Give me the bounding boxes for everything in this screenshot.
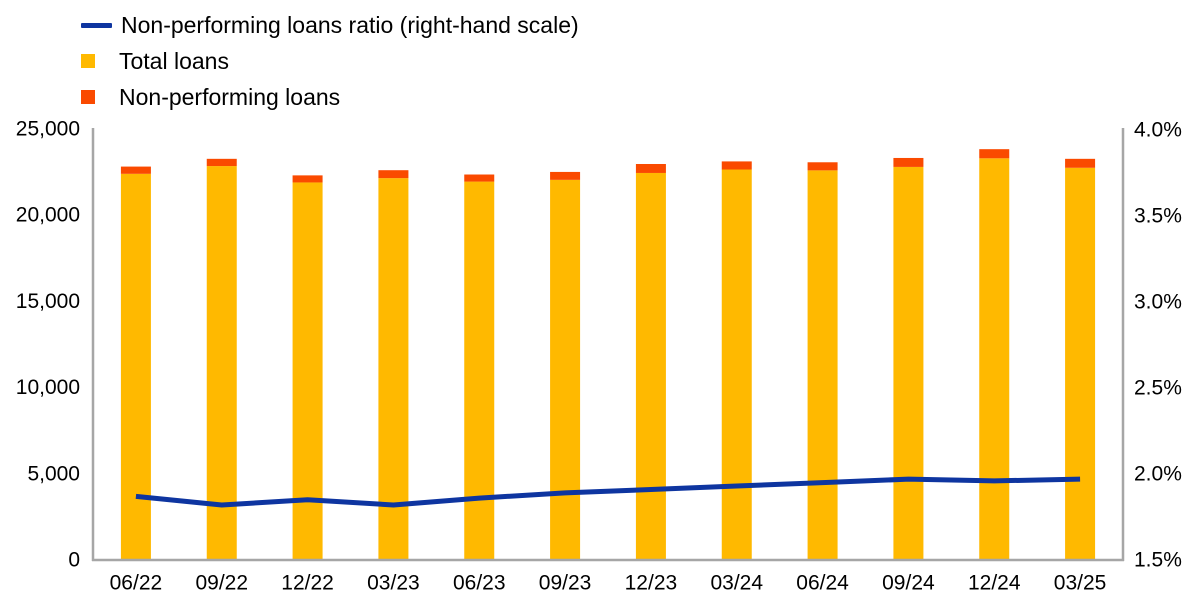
- total-loans-bar: [721, 169, 752, 560]
- total-loans-bar: [893, 166, 924, 561]
- x-axis-tick-label: 06/23: [453, 572, 506, 595]
- x-axis-tick-label: 09/22: [195, 572, 248, 595]
- y-axis-right-tick-label: 1.5%: [1134, 549, 1182, 572]
- y-axis-right-tick-label: 2.0%: [1134, 463, 1182, 486]
- y-axis-right-tick-label: 2.5%: [1134, 377, 1182, 400]
- y-axis-left-tick-label: 20,000: [16, 204, 80, 227]
- legend-item-non-performing-loans: Non-performing loans: [81, 84, 579, 110]
- total-loans-bar: [120, 173, 151, 560]
- npl-ratio-line-swatch-icon: [81, 22, 112, 28]
- y-axis-left-tick-label: 15,000: [16, 290, 80, 313]
- non-performing-loans-bar: [979, 149, 1010, 159]
- non-performing-loans-bar: [378, 170, 409, 179]
- x-axis-tick-label: 03/24: [710, 572, 763, 595]
- x-axis-tick-label: 12/22: [281, 572, 334, 595]
- non-performing-loans-bar: [206, 158, 237, 167]
- total-loans-bar: [464, 181, 495, 560]
- x-axis-tick-label: 03/23: [367, 572, 420, 595]
- non-performing-loans-bar: [893, 157, 924, 167]
- total-loans-bar: [979, 158, 1010, 561]
- non-performing-loans-bar: [120, 166, 151, 174]
- total-loans-bar: [292, 182, 323, 560]
- x-axis-tick-label: 12/24: [968, 572, 1021, 595]
- total-loans-bar: [378, 178, 409, 560]
- non-performing-loans-bar: [464, 174, 495, 182]
- y-axis-left-tick-label: 0: [68, 549, 80, 572]
- x-axis-tick-label: 09/23: [539, 572, 592, 595]
- x-axis-tick-label: 06/22: [110, 572, 163, 595]
- npl-ratio-line: [135, 476, 1081, 508]
- total-loans-swatch-icon: [81, 54, 95, 68]
- total-loans-bar: [550, 179, 581, 560]
- legend-item-total-loans: Total loans: [81, 48, 579, 74]
- non-performing-loans-bar: [550, 171, 581, 180]
- legend-label-total-loans: Total loans: [119, 47, 229, 74]
- y-axis-right-tick-label: 3.5%: [1134, 205, 1182, 228]
- y-axis-left-tick-label: 25,000: [16, 118, 80, 141]
- legend-label-non-performing-loans: Non-performing loans: [119, 83, 341, 110]
- non-performing-loans-bar: [1065, 158, 1096, 168]
- non-performing-loans-bar: [721, 161, 752, 170]
- x-axis-tick-label: 06/24: [796, 572, 849, 595]
- y-axis-left-tick-label: 5,000: [27, 462, 80, 485]
- x-axis-tick-label: 12/23: [625, 572, 678, 595]
- total-loans-bar: [206, 166, 237, 561]
- total-loans-bar: [1065, 167, 1096, 561]
- chart-legend: Non-performing loans ratio (right-hand s…: [81, 12, 579, 120]
- total-loans-bar: [635, 172, 666, 560]
- total-loans-bar: [807, 170, 838, 560]
- y-axis-left-tick-label: 10,000: [16, 376, 80, 399]
- y-axis-right-tick-label: 4.0%: [1134, 119, 1182, 142]
- y-axis-right-tick-label: 3.0%: [1134, 291, 1182, 314]
- x-axis-tick-label: 03/25: [1054, 572, 1107, 595]
- non-performing-loans-bar: [807, 162, 838, 171]
- legend-item-npl-ratio: Non-performing loans ratio (right-hand s…: [81, 12, 579, 38]
- non-performing-loans-bar: [635, 163, 666, 173]
- non-performing-loans-bar: [292, 175, 323, 183]
- non-performing-loans-swatch-icon: [81, 90, 95, 104]
- x-axis-tick-label: 09/24: [882, 572, 935, 595]
- legend-label-npl-ratio: Non-performing loans ratio (right-hand s…: [121, 11, 579, 38]
